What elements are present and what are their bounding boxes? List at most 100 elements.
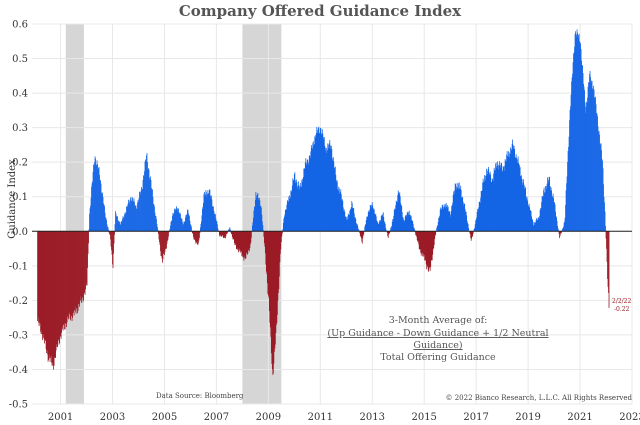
negative-bar bbox=[236, 231, 238, 250]
negative-bar bbox=[230, 231, 232, 233]
positive-bar bbox=[504, 159, 506, 232]
positive-bar bbox=[134, 202, 135, 232]
positive-bar bbox=[563, 226, 564, 232]
positive-bar bbox=[96, 164, 97, 232]
negative-bar bbox=[387, 231, 389, 238]
negative-bar bbox=[67, 231, 68, 316]
positive-bar bbox=[457, 189, 459, 232]
positive-bar bbox=[453, 193, 455, 232]
positive-bar bbox=[128, 199, 129, 232]
positive-bar bbox=[533, 225, 534, 232]
positive-bar bbox=[522, 185, 524, 232]
negative-bar bbox=[81, 231, 83, 298]
positive-bar bbox=[473, 229, 475, 232]
positive-bar bbox=[140, 190, 142, 232]
positive-bar bbox=[311, 149, 313, 232]
positive-bar bbox=[133, 198, 135, 232]
positive-bar bbox=[488, 172, 490, 232]
positive-bar bbox=[300, 186, 302, 232]
positive-bar bbox=[129, 203, 130, 232]
x-tick-label: 2017 bbox=[463, 412, 488, 423]
positive-bar bbox=[454, 183, 456, 232]
negative-bar bbox=[226, 231, 228, 234]
negative-bar bbox=[192, 231, 193, 234]
positive-bar bbox=[505, 160, 507, 232]
positive-bar bbox=[491, 178, 493, 232]
positive-bar bbox=[118, 222, 119, 232]
positive-bar bbox=[537, 217, 539, 232]
positive-bar bbox=[578, 33, 580, 232]
positive-bar bbox=[463, 203, 465, 232]
positive-bar bbox=[181, 218, 183, 232]
positive-bar bbox=[487, 169, 489, 232]
negative-bar bbox=[192, 231, 194, 235]
positive-bar bbox=[252, 222, 254, 232]
positive-bar bbox=[583, 83, 584, 232]
positive-bar bbox=[295, 179, 297, 232]
positive-bar bbox=[552, 193, 554, 232]
positive-bar bbox=[504, 165, 506, 232]
positive-bar bbox=[259, 200, 261, 232]
positive-bar bbox=[447, 206, 449, 232]
positive-bar bbox=[299, 186, 301, 232]
positive-bar bbox=[127, 203, 129, 232]
positive-bar bbox=[545, 186, 546, 232]
positive-bar bbox=[315, 133, 317, 232]
positive-bar bbox=[186, 213, 188, 232]
positive-bar bbox=[314, 135, 316, 232]
positive-bar bbox=[200, 227, 201, 232]
data-source-note: Data Source: Bloomberg bbox=[156, 392, 244, 400]
positive-bar bbox=[318, 126, 320, 232]
positive-bar bbox=[257, 198, 259, 232]
positive-bar bbox=[346, 219, 348, 232]
positive-bar bbox=[170, 221, 172, 232]
positive-bar bbox=[498, 165, 500, 232]
positive-bar bbox=[317, 132, 319, 232]
positive-bar bbox=[397, 195, 399, 232]
positive-bar bbox=[512, 144, 514, 232]
positive-bar bbox=[393, 210, 395, 232]
positive-bar bbox=[311, 147, 313, 232]
positive-bar bbox=[206, 192, 207, 232]
negative-bar bbox=[198, 231, 199, 243]
negative-bar bbox=[223, 231, 224, 238]
negative-bar bbox=[84, 231, 86, 295]
negative-bar bbox=[267, 231, 269, 294]
positive-bar bbox=[215, 218, 217, 232]
negative-bar bbox=[271, 231, 273, 370]
negative-bar bbox=[429, 231, 431, 271]
positive-bar bbox=[91, 186, 92, 232]
positive-bar bbox=[566, 183, 567, 232]
negative-bar bbox=[269, 231, 271, 328]
copyright-note: © 2022 Bianco Research, L.L.C. All Right… bbox=[446, 394, 633, 402]
positive-bar bbox=[255, 191, 257, 232]
positive-bar bbox=[347, 216, 349, 232]
positive-bar bbox=[200, 223, 202, 232]
positive-bar bbox=[549, 186, 551, 232]
positive-bar bbox=[338, 188, 340, 232]
positive-bar bbox=[599, 134, 600, 232]
positive-bar bbox=[506, 151, 508, 232]
negative-bar bbox=[472, 231, 474, 234]
positive-bar bbox=[394, 208, 396, 232]
positive-bar bbox=[339, 192, 341, 232]
positive-bar bbox=[334, 167, 336, 232]
positive-bar bbox=[587, 97, 588, 232]
positive-bar bbox=[306, 164, 308, 232]
positive-bar bbox=[486, 170, 488, 232]
positive-bar bbox=[574, 46, 575, 232]
positive-bar bbox=[403, 221, 405, 232]
positive-bar bbox=[328, 147, 330, 232]
negative-bar bbox=[77, 231, 79, 311]
positive-bar bbox=[154, 212, 156, 232]
y-tick-label: 0.2 bbox=[12, 158, 28, 169]
positive-bar bbox=[177, 210, 178, 232]
positive-bar bbox=[152, 189, 153, 232]
positive-bar bbox=[587, 86, 589, 232]
positive-bar bbox=[102, 197, 104, 232]
positive-bar bbox=[578, 35, 579, 232]
positive-bar bbox=[382, 213, 384, 232]
positive-bar bbox=[486, 168, 488, 232]
